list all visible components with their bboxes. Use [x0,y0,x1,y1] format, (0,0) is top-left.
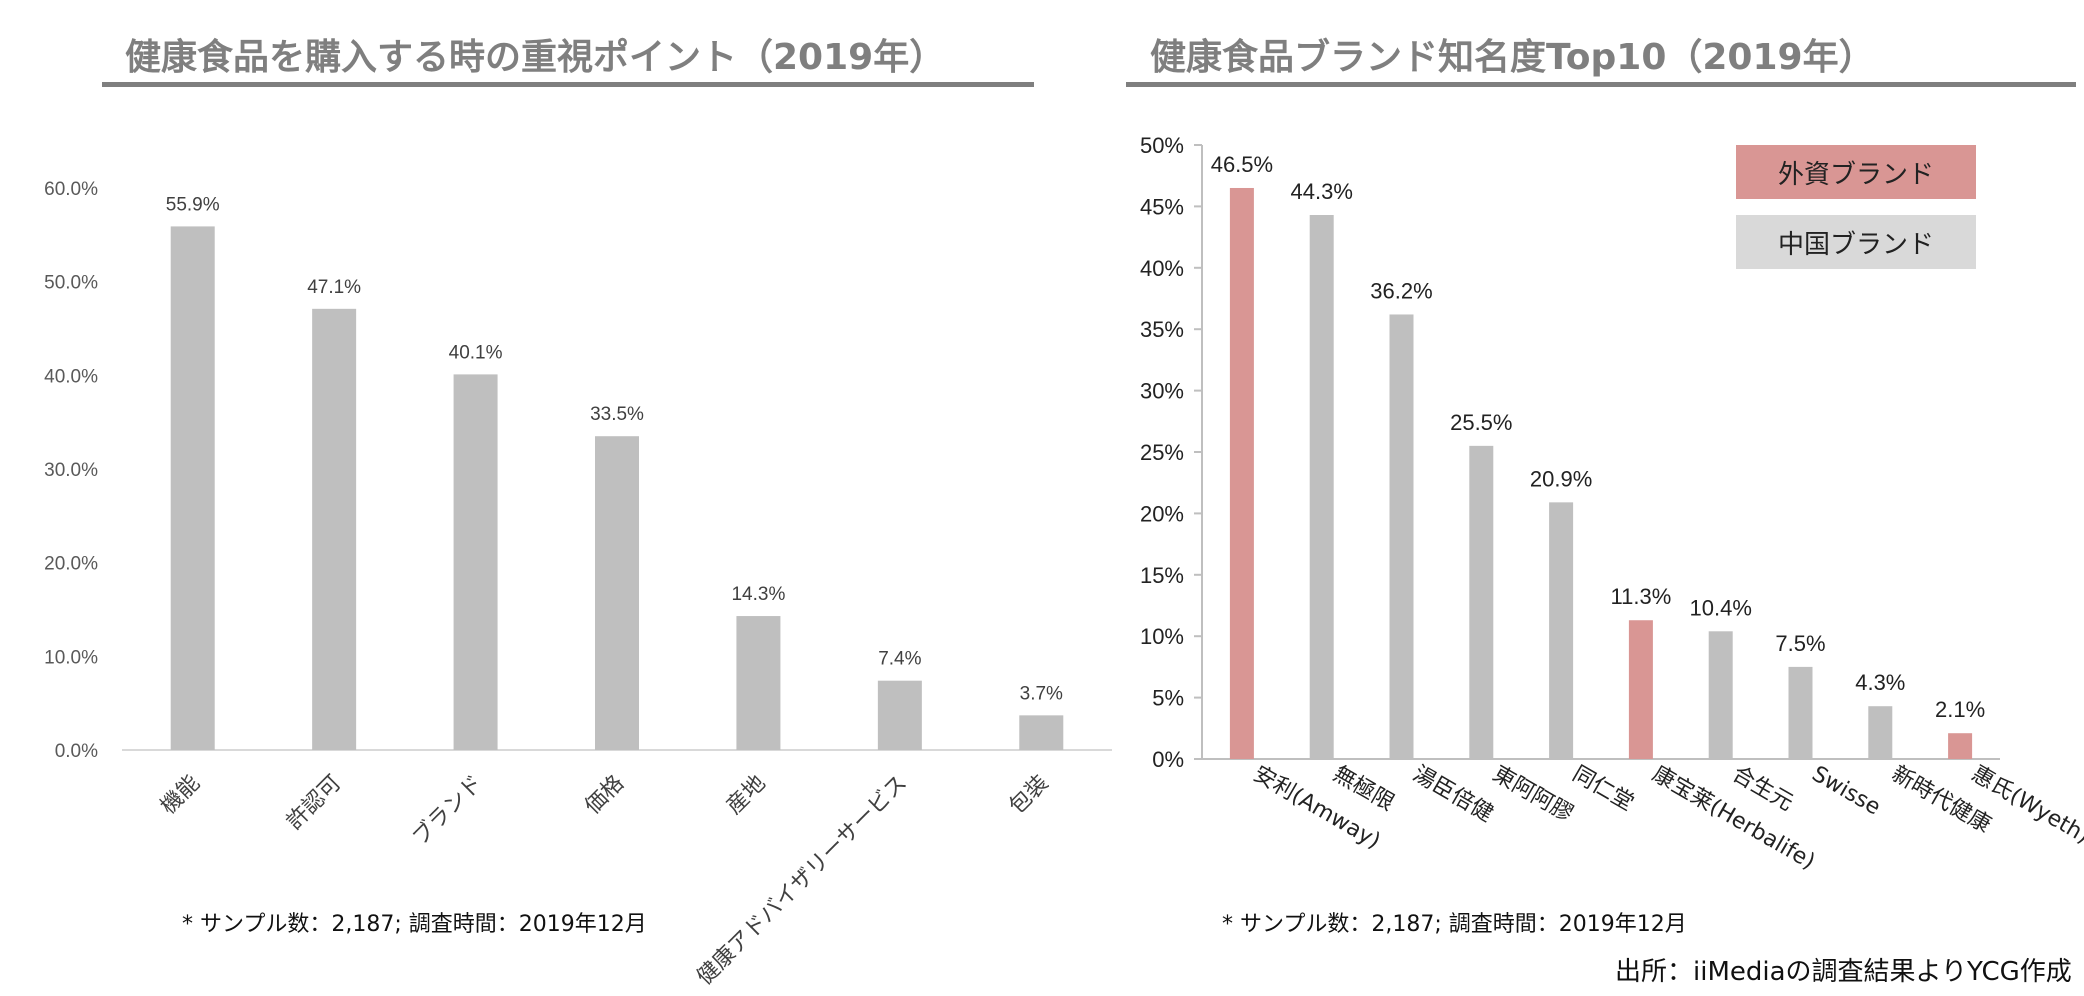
right-bar [1948,733,1973,759]
right-bar [1389,314,1414,759]
right-y-tick-label: 30% [1140,379,1184,404]
right-bar [1788,666,1813,759]
right-y-tick-label: 15% [1140,563,1184,588]
right-bar [1229,187,1254,760]
right-bar [1628,620,1653,759]
right-y-tick-label: 35% [1140,317,1184,342]
right-y-tick-label: 40% [1140,256,1184,281]
source-note: 出所：iiMediaの調査結果よりYCG作成 [1615,957,2072,987]
right-y-tick-label: 0% [1152,747,1184,772]
right-data-label: 36.2% [1370,278,1432,303]
right-category-label: Swisse [1808,762,1885,821]
legend-foreign-brand: 外資ブランド [1736,145,1976,199]
right-bar [1708,631,1733,759]
left-y-tick-label: 30.0% [44,460,98,481]
right-chart-title: 健康食品ブランド知名度Top10（2019年） [1150,37,1875,78]
left-y-tick-label: 10.0% [44,647,98,668]
left-data-label: 14.3% [731,584,785,605]
right-category-label: 湯臣倍健 [1409,762,1498,828]
right-data-label: 46.5% [1211,152,1273,177]
left-bar [1019,715,1064,750]
left-category-label: ブランド [408,771,488,851]
left-title-rule [102,82,1034,87]
right-data-label: 4.3% [1855,670,1905,695]
right-bar [1469,445,1494,759]
left-category-label: 機能 [156,771,205,820]
right-category-label: 東阿阿膠 [1488,762,1577,828]
right-data-label: 11.3% [1611,584,1672,609]
left-bar [312,308,357,750]
left-bar [170,226,215,751]
left-y-tick-label: 0.0% [55,741,98,762]
right-category-label: 同仁堂 [1568,762,1638,817]
right-data-label: 10.4% [1690,595,1752,620]
left-data-label: 33.5% [590,404,644,425]
left-category-label: 包装 [1005,771,1054,820]
left-category-label: 許認可 [282,771,346,835]
left-data-label: 40.1% [449,342,503,363]
left-category-label: 産地 [722,771,771,820]
left-y-tick-label: 20.0% [44,554,98,575]
left-chart-title: 健康食品を購入する時の重視ポイント（2019年） [125,37,946,78]
left-category-label: 価格 [580,771,629,820]
right-category-label: 惠氏(Wyeth) [1967,762,2084,849]
left-data-label: 47.1% [307,277,361,298]
legend-china-brand: 中国ブランド [1736,215,1976,269]
left-bar [453,374,498,750]
legend-foreign-brand-label: 外資ブランド [1777,159,1934,190]
right-sample-note: * サンプル数：2,187; 調査時間：2019年12月 [1222,912,1687,937]
right-y-tick-label: 45% [1140,194,1184,219]
legend-china-brand-label: 中国ブランド [1777,229,1934,260]
right-data-label: 25.5% [1450,410,1512,435]
left-data-label: 3.7% [1020,683,1063,704]
left-y-tick-label: 60.0% [44,179,98,200]
right-y-tick-label: 5% [1152,686,1184,711]
right-data-label: 2.1% [1935,697,1985,722]
left-bar [877,680,922,750]
right-bar [1868,706,1893,759]
right-y-tick-label: 25% [1140,440,1184,465]
right-title-rule [1126,82,2076,87]
right-y-tick-label: 20% [1140,501,1184,526]
left-sample-note: * サンプル数：2,187; 調査時間：2019年12月 [182,912,647,937]
left-y-tick-label: 40.0% [44,366,98,387]
right-y-tick-label: 50% [1140,133,1184,158]
right-bar [1309,214,1334,760]
left-data-label: 55.9% [166,194,220,215]
left-bar [595,436,639,750]
right-data-label: 44.3% [1291,179,1353,204]
right-y-tick-label: 10% [1140,624,1184,649]
right-data-label: 7.5% [1775,631,1825,656]
right-bar [1549,502,1574,759]
left-bar [736,616,781,750]
left-data-label: 7.4% [878,649,921,670]
right-data-label: 20.9% [1530,466,1592,491]
left-y-tick-label: 50.0% [44,273,98,294]
